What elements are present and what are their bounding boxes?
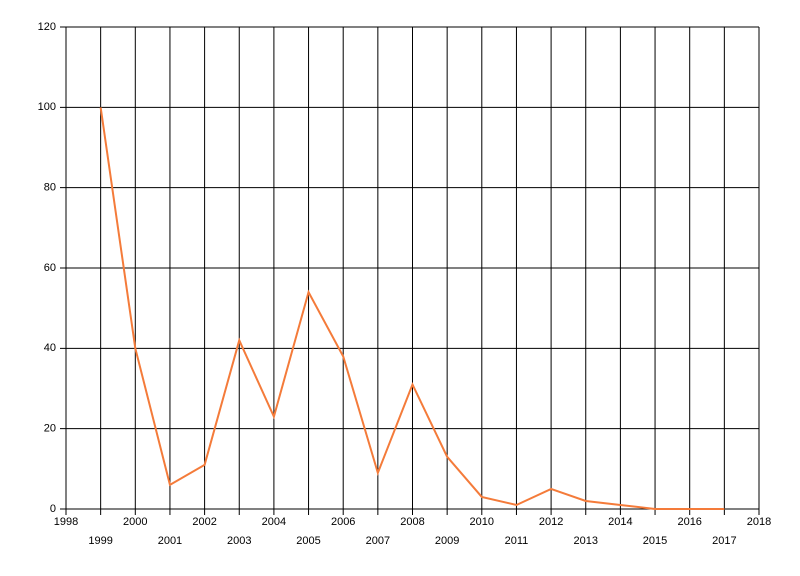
x-tick-label: 2001 xyxy=(158,535,182,547)
x-tick-label: 2016 xyxy=(677,516,701,528)
x-tick-label: 2011 xyxy=(505,535,529,547)
x-tick-label: 2009 xyxy=(435,535,459,547)
x-tick-label: 2018 xyxy=(747,516,771,528)
y-tick-label: 0 xyxy=(50,503,56,515)
x-tick-label: 2010 xyxy=(470,516,494,528)
x-tick-label: 1998 xyxy=(54,516,78,528)
x-tick-label: 2003 xyxy=(227,535,251,547)
x-tick-label: 2002 xyxy=(192,516,216,528)
x-tick-label: 2006 xyxy=(331,516,355,528)
x-tick-label: 1999 xyxy=(88,535,112,547)
x-tick-label: 2004 xyxy=(262,516,286,528)
data-line xyxy=(99,107,725,510)
y-tick-label: 40 xyxy=(44,342,56,354)
x-tick-label: 2005 xyxy=(296,535,320,547)
y-tick-label: 60 xyxy=(44,262,56,274)
x-tick-label: 2015 xyxy=(643,535,667,547)
y-tick-label: 100 xyxy=(38,101,56,113)
x-tick-label: 2007 xyxy=(366,535,390,547)
x-tick-label: 2012 xyxy=(539,516,563,528)
y-tick-label: 20 xyxy=(44,423,56,435)
x-tick-label: 2014 xyxy=(608,516,632,528)
y-tick-label: 80 xyxy=(44,182,56,194)
y-tick-label: 120 xyxy=(38,21,56,33)
x-tick-label: 2000 xyxy=(123,516,147,528)
x-tick-label: 2008 xyxy=(400,516,424,528)
x-tick-label: 2013 xyxy=(574,535,598,547)
x-tick-label: 2017 xyxy=(712,535,736,547)
